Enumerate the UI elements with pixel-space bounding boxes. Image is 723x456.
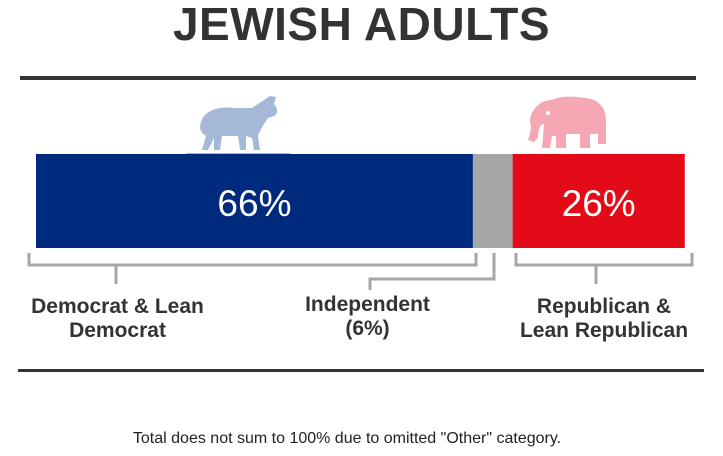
footnote: Total does not sum to 100% due to omitte… xyxy=(132,430,562,447)
top-divider xyxy=(20,76,696,80)
category-label-democrat-line2: Democrat xyxy=(69,319,166,342)
category-label-democrat-line1: Democrat & Lean xyxy=(31,295,204,318)
category-label-republican: Republican & Lean Republican xyxy=(500,295,708,343)
bracket-independent xyxy=(368,253,496,290)
bar-democrat xyxy=(36,154,473,248)
value-label-republican: 26% xyxy=(561,183,636,224)
category-label-republican-line2: Lean Republican xyxy=(519,319,689,342)
category-label-democrat: Democrat & Lean Democrat xyxy=(5,295,230,343)
bottom-divider xyxy=(18,369,704,372)
value-label-democrat: 66% xyxy=(217,183,292,224)
chart-title: JEWISH ADULTS xyxy=(172,0,551,50)
bracket-republican xyxy=(514,253,694,284)
category-label-independent: Independent (6%) xyxy=(280,293,455,341)
category-label-republican-line1: Republican & xyxy=(536,295,672,318)
category-label-independent-line1: Independent xyxy=(305,293,430,316)
donkey-icon xyxy=(186,96,290,157)
bar-republican xyxy=(512,154,685,248)
category-label-independent-line2: (6%) xyxy=(345,317,390,340)
bracket-democrat xyxy=(27,253,478,284)
elephant-icon xyxy=(528,96,606,148)
bar-independent xyxy=(472,154,513,248)
